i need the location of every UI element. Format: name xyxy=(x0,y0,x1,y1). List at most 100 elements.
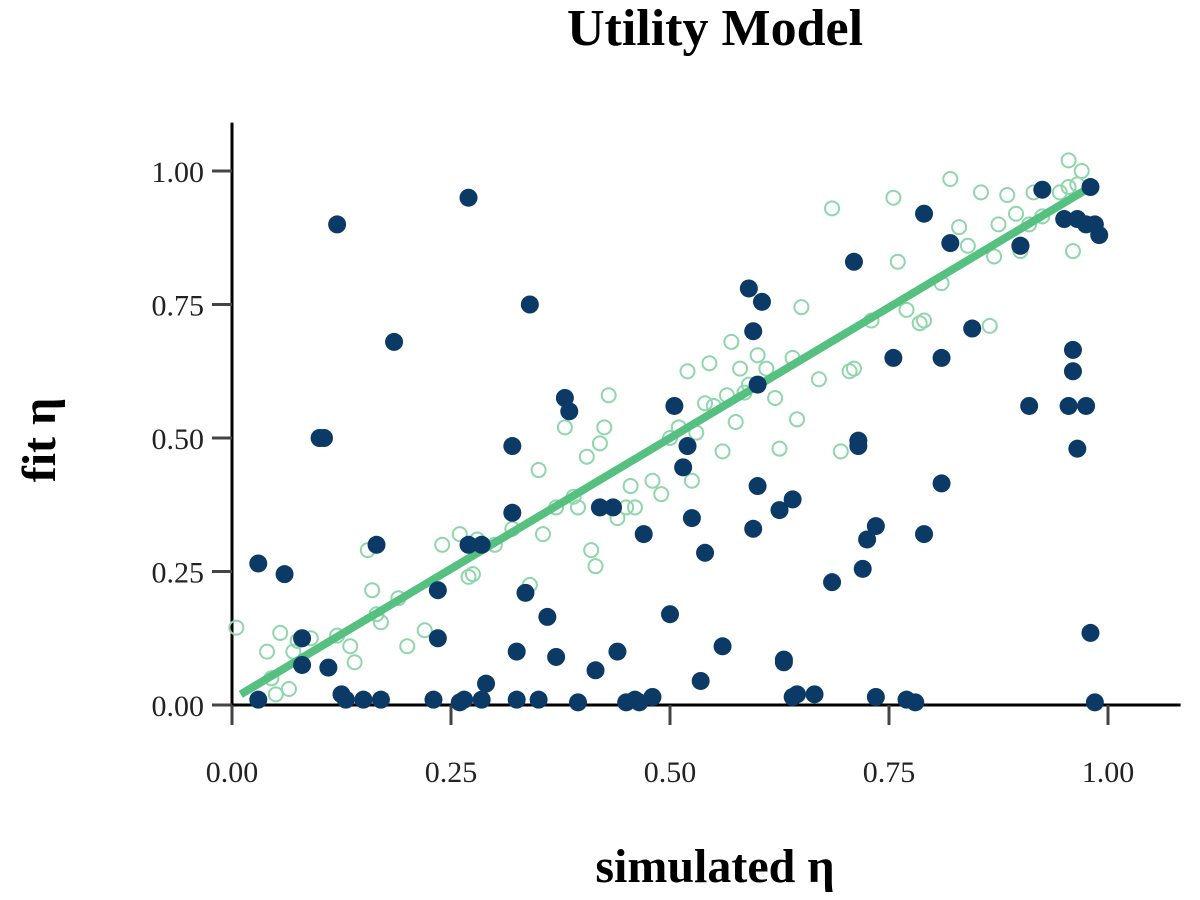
filled-point xyxy=(586,661,605,680)
filled-point xyxy=(774,650,793,669)
hollow-point xyxy=(990,216,1007,233)
filled-point xyxy=(604,498,623,517)
hollow-point xyxy=(749,347,766,364)
hollow-point xyxy=(789,411,806,428)
plot-area: 0.00 0.25 0.50 0.75 1.00 0.00 0.25 0.50 0.75 1.00 xyxy=(152,122,1181,789)
filled-point xyxy=(1068,439,1087,458)
hollow-point xyxy=(228,619,245,636)
filled-point xyxy=(906,693,925,712)
filled-point xyxy=(516,583,535,602)
filled-point xyxy=(788,685,807,704)
filled-point xyxy=(1090,226,1109,245)
filled-point xyxy=(661,605,679,624)
hollow-point xyxy=(986,248,1003,265)
filled-point xyxy=(1081,178,1100,197)
hollow-point xyxy=(683,472,700,489)
filled-point xyxy=(1059,396,1078,415)
filled-point xyxy=(354,690,373,709)
hollow-point xyxy=(622,478,639,495)
y-tick-label: 0.75 xyxy=(152,290,205,323)
filled-point xyxy=(866,517,885,536)
filled-point xyxy=(744,322,763,341)
hollow-point xyxy=(591,435,608,452)
x-axis-label: simulated η xyxy=(595,840,834,893)
hollow-point xyxy=(578,448,595,465)
filled-point xyxy=(477,674,496,693)
hollow-point xyxy=(342,638,359,655)
filled-point xyxy=(1055,210,1074,229)
hollow-point xyxy=(727,413,744,430)
hollow-point xyxy=(416,622,433,639)
hollow-point xyxy=(845,360,862,377)
filled-point xyxy=(866,687,885,706)
y-tick-label: 0.50 xyxy=(152,423,205,456)
filled-point xyxy=(1085,693,1104,712)
hollow-point xyxy=(885,189,902,206)
filled-point xyxy=(783,490,802,509)
hollow-point xyxy=(346,654,363,671)
y-axis-label: fit η xyxy=(13,398,66,483)
filled-point xyxy=(770,501,789,520)
hollow-point xyxy=(1073,163,1090,179)
filled-point xyxy=(459,188,478,207)
y-tick-label: 0.00 xyxy=(152,690,205,723)
hollow-point xyxy=(399,638,416,655)
hollow-point xyxy=(1051,184,1068,201)
filled-point xyxy=(608,642,627,661)
hollow-point xyxy=(701,355,718,372)
y-tick-label: 0.25 xyxy=(152,557,205,590)
hollow-point xyxy=(644,472,661,489)
hollow-point xyxy=(364,582,381,599)
filled-point xyxy=(915,204,934,223)
filled-point xyxy=(805,685,824,704)
y-tick-label: 1.00 xyxy=(152,156,205,189)
hollow-point xyxy=(626,499,643,516)
filled-point xyxy=(682,509,701,528)
filled-point xyxy=(643,687,662,706)
filled-point xyxy=(424,690,443,709)
hollow-point xyxy=(653,486,670,503)
hollow-point xyxy=(1060,179,1077,196)
hollow-point xyxy=(810,371,827,388)
filled-point xyxy=(507,642,526,661)
hollow-point xyxy=(942,171,959,188)
x-tick-label: 0.75 xyxy=(863,756,916,789)
filled-point xyxy=(459,535,478,554)
filled-point xyxy=(1077,396,1096,415)
hollow-point xyxy=(981,317,998,334)
hollow-point xyxy=(916,312,933,329)
filled-point xyxy=(691,671,710,690)
hollow-point xyxy=(832,443,849,460)
filled-point xyxy=(858,530,877,549)
hollow-point xyxy=(771,440,788,457)
hollow-point xyxy=(267,686,284,703)
filled-point xyxy=(1011,236,1030,255)
hollow-point xyxy=(1064,243,1081,260)
filled-point xyxy=(674,458,693,477)
filled-point xyxy=(328,215,347,234)
filled-point xyxy=(503,503,522,522)
chart-title: Utility Model xyxy=(567,0,863,57)
filled-point xyxy=(293,629,312,648)
hollow-point xyxy=(679,363,696,380)
filled-point xyxy=(1033,180,1052,199)
filled-point xyxy=(547,647,566,666)
filled-point xyxy=(739,279,758,298)
hollow-point xyxy=(951,219,968,236)
filled-point xyxy=(1020,396,1039,415)
filled-point xyxy=(472,535,491,554)
x-tick-label: 0.00 xyxy=(206,756,259,789)
filled-point xyxy=(752,292,771,311)
filled-point xyxy=(249,554,268,573)
hollow-point xyxy=(732,360,749,377)
hollow-point xyxy=(280,680,297,697)
filled-point xyxy=(293,655,312,674)
filled-point xyxy=(336,690,355,709)
filled-point xyxy=(748,477,767,496)
filled-point xyxy=(569,693,588,712)
filled-point xyxy=(590,498,609,517)
x-tick-label: 1.00 xyxy=(1082,756,1135,789)
hollow-point xyxy=(959,237,976,254)
hollow-point xyxy=(972,184,989,201)
